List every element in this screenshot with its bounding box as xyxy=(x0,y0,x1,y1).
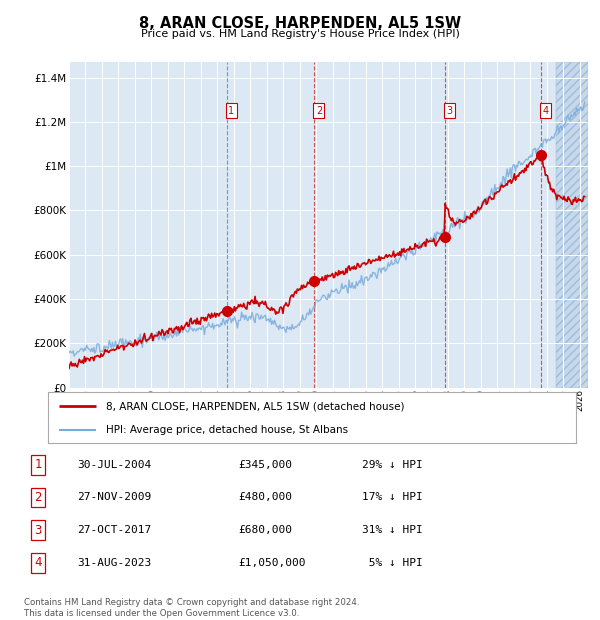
Text: 8, ARAN CLOSE, HARPENDEN, AL5 1SW (detached house): 8, ARAN CLOSE, HARPENDEN, AL5 1SW (detac… xyxy=(106,401,404,411)
Bar xyxy=(556,62,588,388)
Text: 5% ↓ HPI: 5% ↓ HPI xyxy=(362,558,423,568)
Bar xyxy=(556,62,588,388)
Text: 27-NOV-2009: 27-NOV-2009 xyxy=(77,492,152,502)
Text: £680,000: £680,000 xyxy=(238,525,292,535)
Text: 1: 1 xyxy=(228,106,234,116)
Text: HPI: Average price, detached house, St Albans: HPI: Average price, detached house, St A… xyxy=(106,425,348,435)
Text: £1,050,000: £1,050,000 xyxy=(238,558,306,568)
Text: Contains HM Land Registry data © Crown copyright and database right 2024.
This d: Contains HM Land Registry data © Crown c… xyxy=(24,598,359,618)
Text: 1: 1 xyxy=(34,458,42,471)
Text: 30-JUL-2004: 30-JUL-2004 xyxy=(77,460,152,470)
Text: 31-AUG-2023: 31-AUG-2023 xyxy=(77,558,152,568)
Text: 4: 4 xyxy=(34,556,42,569)
Text: 17% ↓ HPI: 17% ↓ HPI xyxy=(362,492,423,502)
Text: 29% ↓ HPI: 29% ↓ HPI xyxy=(362,460,423,470)
Text: 3: 3 xyxy=(446,106,452,116)
Text: £480,000: £480,000 xyxy=(238,492,292,502)
Text: £345,000: £345,000 xyxy=(238,460,292,470)
Text: 2: 2 xyxy=(316,106,322,116)
Text: 31% ↓ HPI: 31% ↓ HPI xyxy=(362,525,423,535)
Text: Price paid vs. HM Land Registry's House Price Index (HPI): Price paid vs. HM Land Registry's House … xyxy=(140,29,460,39)
Text: 27-OCT-2017: 27-OCT-2017 xyxy=(77,525,152,535)
Text: 2: 2 xyxy=(34,491,42,504)
Text: 4: 4 xyxy=(542,106,548,116)
Text: 3: 3 xyxy=(34,524,42,536)
Text: 8, ARAN CLOSE, HARPENDEN, AL5 1SW: 8, ARAN CLOSE, HARPENDEN, AL5 1SW xyxy=(139,16,461,30)
